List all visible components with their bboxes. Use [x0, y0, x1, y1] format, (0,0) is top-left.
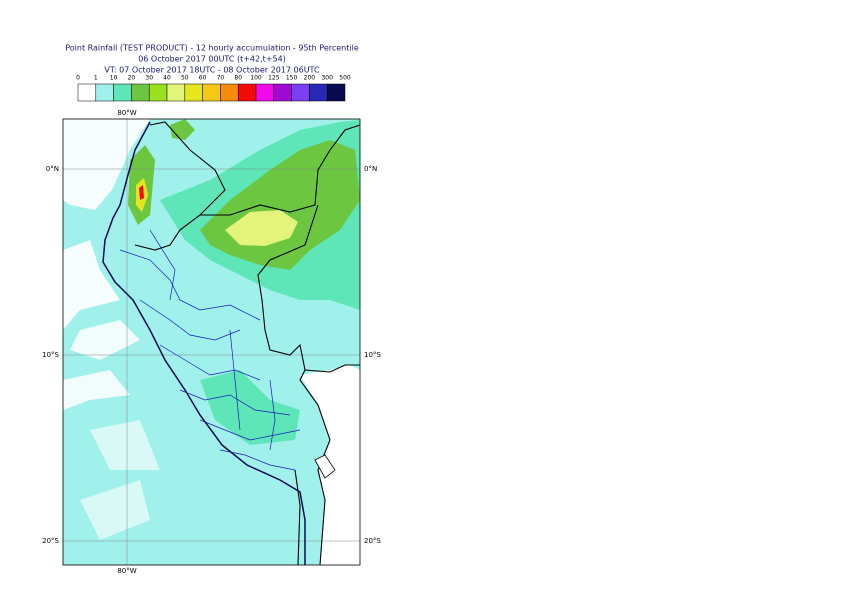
legend-label: 10 [110, 75, 118, 82]
lon-label: 80°W [117, 567, 136, 575]
subtitle: 06 October 2017 00UTC (t+42,t+54) [138, 55, 286, 64]
legend-label: 150 [286, 75, 298, 82]
legend-label: 70 [217, 75, 225, 82]
legend-label: 40 [163, 75, 171, 82]
legend-swatch [131, 83, 150, 102]
map-frame [62, 118, 361, 566]
legend-swatch [148, 83, 168, 102]
legend-label: 0 [76, 75, 80, 82]
legend-swatch [273, 83, 292, 102]
rain-area [200, 370, 300, 445]
legend-label: 100 [250, 75, 262, 82]
legend-label: 500 [339, 75, 351, 82]
title: Point Rainfall (TEST PRODUCT) - 12 hourl… [65, 44, 359, 53]
legend-label: 80 [234, 75, 242, 82]
lat-label: 20°S [42, 537, 59, 545]
rain-area [225, 210, 298, 246]
legend-swatch [95, 83, 114, 102]
legend-label: 200 [304, 75, 316, 82]
legend-swatch [113, 83, 132, 102]
legend-swatch [255, 83, 275, 102]
region-border [119, 229, 301, 471]
lat-label: 10°S [364, 351, 381, 359]
legend-swatch [326, 83, 346, 102]
legend-label: 1 [94, 75, 98, 82]
graticule [63, 119, 360, 565]
legend-swatch [77, 83, 97, 102]
coastline [102, 121, 306, 565]
legend-label: 20 [128, 75, 136, 82]
axis-labels: 80°W 80°W 0°N 0°N 10°S 10°S 20°S 20°S [42, 109, 381, 575]
title-block: Point Rainfall (TEST PRODUCT) - 12 hourl… [65, 44, 359, 75]
rain-area [139, 185, 144, 200]
legend-swatch [166, 83, 186, 102]
legend-label: 30 [145, 75, 153, 82]
border [134, 121, 360, 565]
lat-label: 20°S [364, 537, 381, 545]
lat-label: 0°N [364, 165, 377, 173]
legend-swatch [220, 83, 239, 102]
map [63, 119, 360, 565]
lat-label: 0°N [46, 165, 59, 173]
subtitle: VT: 07 October 2017 18UTC - 08 October 2… [104, 66, 320, 75]
legend-label: 125 [268, 75, 280, 82]
lon-label: 80°W [117, 109, 136, 117]
legend-label: 60 [199, 75, 207, 82]
legend-swatch [184, 83, 203, 102]
legend-label: 300 [321, 75, 333, 82]
lake [314, 454, 336, 479]
dry-area [63, 320, 140, 410]
lat-label: 10°S [42, 351, 59, 359]
legend: 0 1 10 20 30 40 50 60 70 80 100 125 150 200 300 500 [76, 75, 351, 102]
legend-label: 50 [181, 75, 189, 82]
dry-area [63, 119, 150, 330]
legend-swatch [309, 83, 328, 102]
legend-swatch [291, 83, 310, 102]
dry-area [80, 420, 160, 540]
legend-swatch [202, 83, 221, 102]
legend-swatch [237, 83, 257, 102]
